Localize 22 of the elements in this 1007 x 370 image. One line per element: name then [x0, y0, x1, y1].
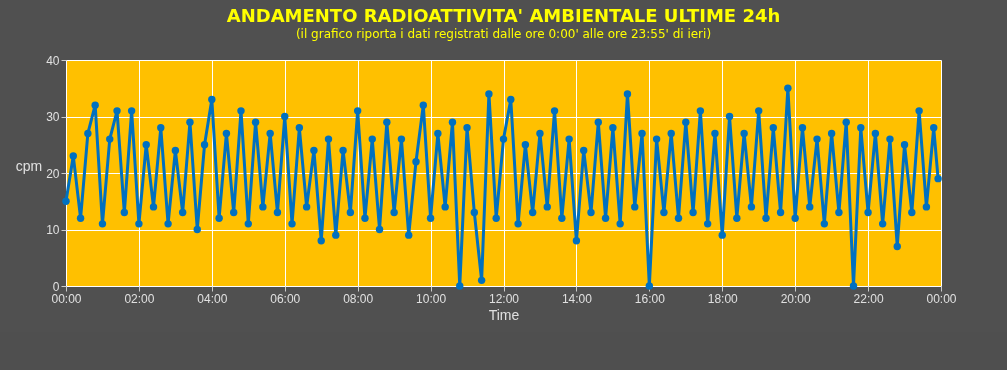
- x-tick-label: 00:00: [51, 291, 82, 306]
- x-tick-label: 22:00: [853, 291, 884, 306]
- x-tick-label: 18:00: [707, 291, 739, 306]
- x-tick-label: 00:00: [926, 291, 957, 306]
- y-tick-label: 30: [46, 110, 60, 124]
- y-tick-label: 10: [46, 223, 60, 237]
- x-tick-label: 06:00: [270, 291, 301, 306]
- x-tick-label: 08:00: [343, 291, 374, 306]
- x-tick-label: 14:00: [561, 291, 593, 306]
- x-tick-label: 10:00: [416, 291, 447, 306]
- x-tick-label: 02:00: [124, 291, 155, 306]
- chart-subtitle: (il grafico riporta i dati registrati dalle ore 0:00' alle ore 23:55' di ieri): [295, 27, 712, 41]
- x-tick-label: 20:00: [780, 291, 812, 306]
- y-axis-title: cpm: [15, 157, 43, 174]
- y-tick-label: 40: [46, 53, 60, 68]
- x-axis-title: Time: [488, 306, 520, 323]
- x-tick-label: 16:00: [634, 291, 666, 306]
- x-tick-label: 04:00: [197, 291, 228, 306]
- chart-title: ANDAMENTO RADIOATTIVITA' AMBIENTALE ULTIME 24h: [226, 5, 781, 26]
- y-tick-label: 0: [52, 279, 60, 294]
- x-tick-label: 12:00: [488, 291, 520, 306]
- y-tick-label: 20: [46, 166, 60, 181]
